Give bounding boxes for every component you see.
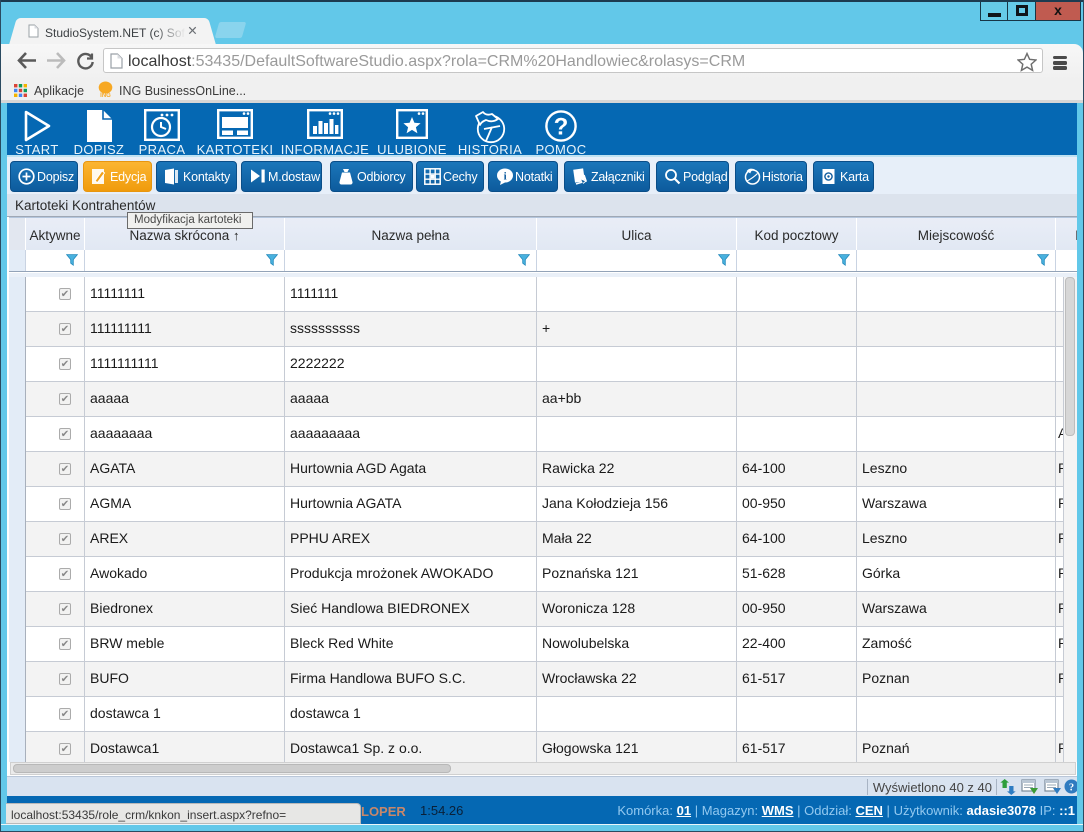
svg-text:?: ? xyxy=(554,114,569,141)
svg-text:ING: ING xyxy=(100,93,111,98)
svg-text:?: ? xyxy=(1069,783,1074,794)
svg-text:i: i xyxy=(504,171,507,183)
